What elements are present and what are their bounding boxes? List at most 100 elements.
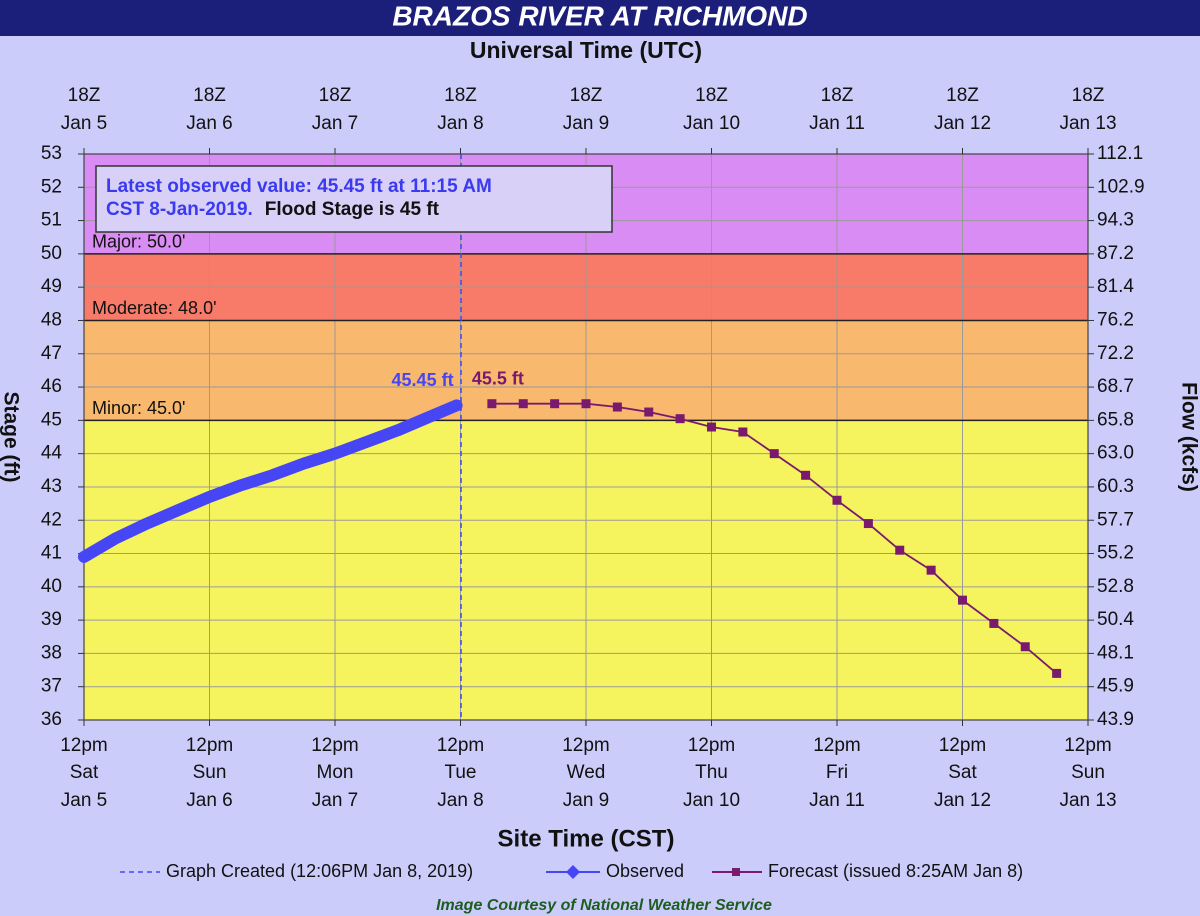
forecast-point bbox=[487, 399, 497, 409]
forecast-point bbox=[863, 519, 873, 529]
x-tick-label: Tue bbox=[444, 762, 476, 783]
x-tick-label: 12pm bbox=[688, 735, 736, 756]
y-axis-title: Stage (ft) bbox=[0, 392, 22, 483]
x2-tick-label: Jan 10 bbox=[683, 113, 740, 134]
legend-label: Graph Created (12:06PM Jan 8, 2019) bbox=[166, 861, 473, 881]
y2-tick-label: 81.4 bbox=[1097, 276, 1134, 297]
y2-axis-title: Flow (kcfs) bbox=[1177, 382, 1200, 492]
title-band bbox=[0, 0, 1200, 36]
x-tick-label: Sun bbox=[193, 762, 227, 783]
x2-tick-label: 18Z bbox=[1072, 85, 1105, 106]
y2-tick-label: 60.3 bbox=[1097, 476, 1134, 497]
flood-stage-label: Major: 50.0' bbox=[92, 232, 185, 252]
y-tick-label: 42 bbox=[41, 509, 62, 530]
flood-stage-label: Minor: 45.0' bbox=[92, 398, 185, 418]
forecast-point bbox=[518, 399, 528, 409]
y-tick-label: 41 bbox=[41, 543, 62, 564]
forecast-point bbox=[801, 470, 811, 480]
x-tick-label: Sun bbox=[1071, 762, 1105, 783]
info-text: Latest observed value: 45.45 ft at 11:15… bbox=[106, 176, 492, 197]
y-tick-label: 40 bbox=[41, 576, 62, 597]
x-tick-label: Wed bbox=[567, 762, 606, 783]
forecast-point bbox=[958, 595, 967, 605]
x2-tick-label: Jan 13 bbox=[1059, 113, 1116, 134]
forecast-point bbox=[707, 422, 716, 432]
credit: Image Courtesy of National Weather Servi… bbox=[436, 897, 772, 914]
x-tick-label: 12pm bbox=[1064, 735, 1112, 756]
x-tick-label: 12pm bbox=[60, 735, 108, 756]
y-tick-label: 44 bbox=[41, 443, 63, 464]
x2-tick-label: 18Z bbox=[444, 85, 477, 106]
x-tick-label: Mon bbox=[317, 762, 354, 783]
forecast-point bbox=[612, 402, 622, 412]
x-tick-label: Jan 5 bbox=[61, 790, 107, 811]
y2-tick-label: 68.7 bbox=[1097, 376, 1134, 397]
y-tick-label: 51 bbox=[41, 210, 62, 231]
y2-tick-label: 94.3 bbox=[1097, 210, 1134, 231]
chart-title: BRAZOS RIVER AT RICHMOND bbox=[392, 0, 807, 31]
y2-tick-label: 112.1 bbox=[1097, 143, 1143, 164]
x2-tick-label: Jan 5 bbox=[61, 113, 107, 134]
x-tick-label: 12pm bbox=[939, 735, 987, 756]
x-tick-label: Jan 7 bbox=[312, 790, 358, 811]
y2-tick-label: 55.2 bbox=[1097, 543, 1134, 564]
x2-tick-label: Jan 11 bbox=[809, 113, 865, 134]
x-tick-label: Jan 12 bbox=[934, 790, 991, 811]
y-tick-label: 46 bbox=[41, 376, 62, 397]
y2-tick-label: 45.9 bbox=[1097, 676, 1134, 697]
y2-tick-label: 65.8 bbox=[1097, 409, 1134, 430]
x-tick-label: 12pm bbox=[813, 735, 861, 756]
x-tick-label: Jan 8 bbox=[437, 790, 483, 811]
x-tick-label: Jan 6 bbox=[186, 790, 232, 811]
y2-tick-label: 48.1 bbox=[1097, 642, 1134, 663]
flood-stage-text: Flood Stage is 45 ft bbox=[265, 199, 440, 220]
forecast-point bbox=[550, 399, 560, 409]
x2-tick-label: 18Z bbox=[695, 85, 728, 106]
y2-tick-label: 57.7 bbox=[1097, 509, 1134, 530]
y-tick-label: 48 bbox=[41, 309, 62, 330]
x-tick-label: 12pm bbox=[311, 735, 359, 756]
x2-tick-label: Jan 6 bbox=[186, 113, 232, 134]
forecast-point bbox=[581, 399, 591, 409]
y-tick-label: 49 bbox=[41, 276, 62, 297]
x2-tick-label: 18Z bbox=[946, 85, 979, 106]
x-axis-title: Site Time (CST) bbox=[498, 825, 675, 852]
y-tick-label: 36 bbox=[41, 709, 62, 730]
y2-tick-label: 43.9 bbox=[1097, 709, 1134, 730]
annotation: 45.45 ft bbox=[392, 370, 454, 390]
x-tick-label: 12pm bbox=[437, 735, 485, 756]
x2-tick-label: Jan 7 bbox=[312, 113, 358, 134]
legend-label: Forecast (issued 8:25AM Jan 8) bbox=[768, 861, 1023, 881]
x2-tick-label: 18Z bbox=[821, 85, 854, 106]
x-tick-label: Sat bbox=[70, 762, 99, 783]
annotation: 45.5 ft bbox=[472, 368, 524, 388]
forecast-point bbox=[832, 495, 842, 505]
y-tick-label: 50 bbox=[41, 243, 62, 264]
y2-tick-label: 50.4 bbox=[1097, 609, 1134, 630]
top-axis-title: Universal Time (UTC) bbox=[470, 37, 702, 63]
x-tick-label: Jan 11 bbox=[809, 790, 865, 811]
legend-label: Observed bbox=[606, 861, 684, 881]
forecast-point bbox=[895, 545, 905, 555]
forecast-point bbox=[1020, 642, 1030, 652]
info-box bbox=[95, 165, 613, 233]
x2-tick-label: 18Z bbox=[570, 85, 603, 106]
x2-tick-label: 18Z bbox=[193, 85, 226, 106]
y2-tick-label: 76.2 bbox=[1097, 309, 1134, 330]
x2-tick-label: Jan 12 bbox=[934, 113, 991, 134]
x2-tick-label: Jan 8 bbox=[437, 113, 483, 134]
x2-tick-label: Jan 9 bbox=[563, 113, 609, 134]
y2-tick-label: 87.2 bbox=[1097, 243, 1134, 264]
x-tick-label: 12pm bbox=[186, 735, 234, 756]
y-tick-label: 39 bbox=[41, 609, 62, 630]
x-tick-label: Jan 13 bbox=[1059, 790, 1116, 811]
legend-swatch bbox=[566, 865, 580, 879]
y-tick-label: 43 bbox=[41, 476, 62, 497]
x-tick-label: Jan 9 bbox=[563, 790, 609, 811]
y-tick-label: 45 bbox=[41, 409, 62, 430]
y-tick-label: 37 bbox=[41, 676, 62, 697]
y-tick-label: 47 bbox=[41, 343, 62, 364]
x2-tick-label: 18Z bbox=[319, 85, 352, 106]
x-tick-label: Jan 10 bbox=[683, 790, 740, 811]
